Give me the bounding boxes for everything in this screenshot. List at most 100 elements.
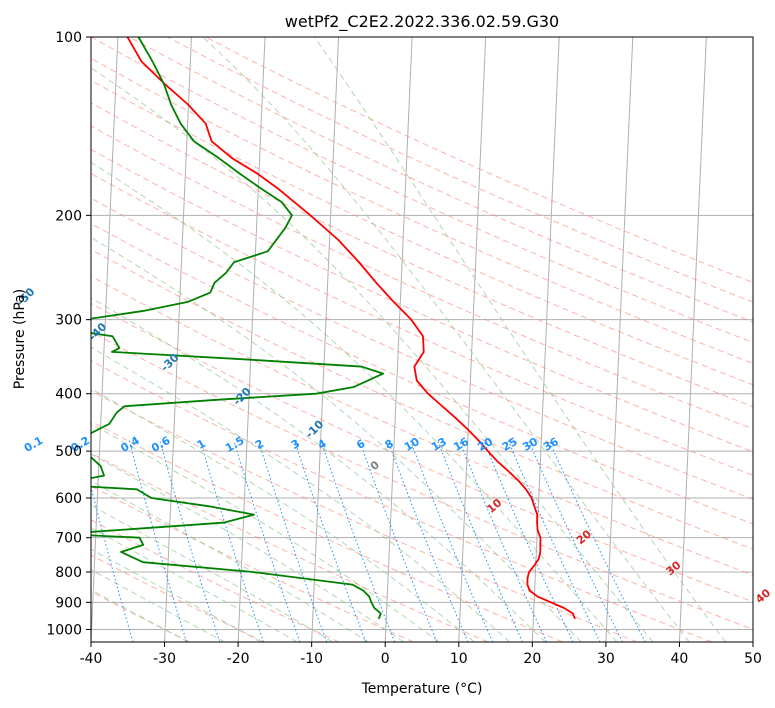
isotherm-line — [91, 37, 119, 642]
isotherm-line — [164, 37, 192, 642]
x-tick-label: -10 — [300, 651, 323, 667]
mixing-ratio-label: 2 — [253, 437, 266, 452]
dry-adiabat-line — [91, 57, 753, 364]
mixing-ratio-line — [437, 440, 523, 642]
axes: -40 -30 -20 -10 0 10 20 30 40 5010020030040050060… — [46, 30, 762, 667]
x-tick-label: 20 — [523, 651, 541, 667]
y-tick-label: 1000 — [46, 622, 82, 638]
isotherm-line — [752, 630, 753, 642]
mixing-ratio-line — [128, 440, 188, 642]
y-axis-title: Pressure (hPa) — [12, 289, 28, 389]
mixing-ratio-label: 0.4 — [118, 434, 142, 455]
dry-adiabat-line — [91, 389, 638, 642]
dry-adiabat-line — [91, 37, 753, 344]
mixing-ratio-label: 3 — [289, 437, 302, 452]
mixing-ratio-line — [548, 440, 646, 642]
moist-adiabat-line — [91, 423, 440, 642]
y-tick-label: 900 — [55, 595, 82, 611]
moist-adiabat-line — [91, 388, 475, 642]
moist-adiabat-label: 20 — [574, 527, 594, 547]
x-tick-label: 10 — [450, 651, 468, 667]
isotherm-line — [458, 37, 487, 642]
moist-adiabat-line — [313, 37, 727, 642]
moist-adiabat-line — [91, 527, 298, 642]
dry-adiabat-line — [91, 197, 753, 500]
y-tick-label: 800 — [55, 565, 82, 581]
y-tick-label: 300 — [55, 313, 82, 329]
mixing-ratio-label: 4 — [316, 437, 329, 452]
plot-frame — [90, 36, 754, 643]
y-tick-label: 400 — [55, 387, 82, 403]
moist-adiabat-label: 0 — [368, 458, 382, 473]
moist-adiabat-line — [91, 569, 225, 642]
dry-adiabat-line — [91, 125, 753, 430]
x-axis-title: Temperature (°C) — [361, 681, 483, 697]
mixing-ratio-line — [459, 440, 548, 642]
x-tick-label: 0 — [381, 651, 390, 667]
isotherm-label: -20 — [231, 385, 254, 408]
isotherm-line — [384, 37, 413, 642]
moist-adiabat-line — [91, 161, 618, 642]
moist-adiabat-line — [91, 504, 333, 642]
mixing-ratio-line — [528, 440, 623, 642]
mixing-ratio-line — [320, 440, 396, 642]
moist-adiabat-line — [91, 236, 582, 642]
dry-adiabat-line — [91, 248, 753, 550]
moist-adiabat-label: 30 — [664, 558, 684, 578]
mixing-ratio-line — [91, 485, 134, 642]
mixing-ratio-label: 1.5 — [223, 434, 246, 455]
dry-adiabat-line — [91, 360, 712, 642]
isotherm-line — [605, 37, 634, 642]
background-lines — [91, 37, 753, 642]
dry-adiabat-line — [91, 303, 753, 603]
mixing-ratio-line — [199, 440, 264, 642]
isotherm-line — [311, 37, 340, 642]
dry-adiabat-line — [91, 102, 753, 408]
x-tick-label: 30 — [597, 651, 615, 667]
isotherm-line — [237, 37, 266, 642]
sounding-lines — [91, 37, 576, 620]
isotherm-line — [531, 37, 560, 642]
mixing-ratio-label: 0.1 — [22, 434, 45, 455]
moist-adiabat-line — [202, 37, 690, 642]
y-tick-label: 700 — [55, 531, 82, 547]
dry-adiabat-line — [91, 554, 265, 642]
dry-adiabat-line — [91, 275, 753, 576]
x-tick-label: -20 — [227, 651, 250, 667]
dry-adiabat-line — [91, 79, 753, 386]
x-tick-label: 40 — [671, 651, 689, 667]
dry-adiabat-line — [91, 331, 753, 630]
mixing-ratio-line — [159, 440, 221, 642]
dry-adiabat-line — [91, 148, 753, 453]
moist-adiabat-line — [91, 548, 262, 642]
mixing-ratio-line — [410, 440, 494, 642]
moist-adiabat-label: 10 — [484, 496, 504, 516]
dry-adiabat-line — [91, 452, 489, 642]
mixing-ratio-line — [387, 440, 469, 642]
dry-adiabat-line — [91, 223, 753, 525]
dry-adiabat-line — [91, 519, 340, 642]
moist-adiabat-line — [91, 346, 511, 642]
y-tick-label: 500 — [55, 444, 82, 460]
dewpoint-profile — [91, 37, 385, 620]
x-tick-label: 50 — [744, 651, 762, 667]
temperature-profile — [126, 37, 576, 620]
dry-adiabat-line — [129, 37, 753, 323]
moist-adiabat-line — [91, 297, 546, 642]
dry-adiabat-line — [91, 590, 190, 642]
moist-adiabat-line — [91, 453, 404, 642]
moist-adiabat-line — [91, 67, 654, 642]
x-tick-label: -40 — [80, 651, 103, 667]
mixing-ratio-label: 0.6 — [149, 434, 173, 455]
y-tick-label: 200 — [55, 208, 82, 224]
x-tick-label: -30 — [153, 651, 176, 667]
y-tick-label: 600 — [55, 491, 82, 507]
y-tick-label: 100 — [55, 30, 82, 46]
dry-adiabat-line — [205, 37, 753, 283]
dry-adiabat-line — [91, 173, 753, 476]
moist-adiabat-label: 40 — [753, 586, 773, 606]
chart-title: wetPf2_C2E2.2022.336.02.59.G30 — [285, 12, 559, 32]
mixing-ratio-line — [294, 440, 367, 642]
mixing-ratio-label: 6 — [354, 437, 367, 452]
